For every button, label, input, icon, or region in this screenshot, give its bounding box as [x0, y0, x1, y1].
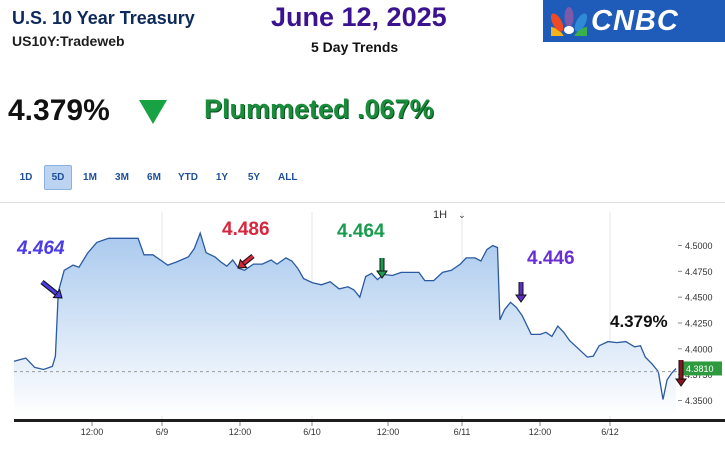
x-tick-label: 6/12: [601, 427, 619, 437]
cnbc-logo: CNBC: [543, 0, 725, 42]
x-tick-label: 12:00: [81, 427, 104, 437]
arrow-icon: [376, 258, 388, 279]
x-tick-label: 6/11: [454, 427, 471, 437]
current-yield: 4.379%: [8, 94, 110, 127]
interval-label: 1H: [433, 209, 448, 221]
y-tick-label: 4.4000: [685, 344, 713, 354]
annotation-label: 4.464: [17, 238, 65, 259]
range-button-5d[interactable]: 5D: [44, 165, 72, 190]
down-triangle-icon: [139, 100, 167, 124]
chevron-down-icon: ⌄: [458, 210, 466, 220]
series-line: [13, 231, 677, 400]
range-selector: 1D 5D 1M 3M 6M YTD 1Y 5Y ALL: [12, 165, 303, 190]
range-button-1d[interactable]: 1D: [19, 172, 33, 183]
chart-title: U.S. 10 Year Treasury: [12, 8, 195, 28]
x-tick-label: 6/9: [156, 427, 169, 437]
range-button-ytd[interactable]: YTD: [178, 172, 198, 183]
x-tick-label: 12:00: [377, 427, 400, 437]
range-button-1m[interactable]: 1M: [83, 172, 97, 183]
interval-dropdown[interactable]: 1H ⌄: [433, 209, 466, 221]
arrow-icon: [515, 282, 527, 303]
date-heading: June 12, 2025: [271, 2, 447, 32]
y-tick-label: 4.4500: [685, 293, 713, 303]
range-button-3m[interactable]: 3M: [115, 172, 129, 183]
change-text: Plummeted .067%: [204, 94, 434, 124]
range-button-5y[interactable]: 5Y: [247, 172, 261, 183]
annotation-label: 4.464: [337, 221, 385, 242]
y-tick-label: 4.4250: [685, 319, 713, 329]
arrow-icon: [40, 280, 63, 299]
arrow-icon: [237, 254, 255, 269]
subheading: 5 Day Trends: [311, 39, 399, 55]
x-tick-label: 12:00: [229, 427, 252, 437]
peacock-icon: [551, 7, 587, 36]
logo-wordmark: CNBC: [591, 4, 679, 37]
x-axis-line: [14, 419, 725, 422]
annotation-label: 4.486: [222, 219, 270, 240]
x-tick-label: 6/10: [303, 427, 321, 437]
yield-chart: 4.50004.47504.45004.42504.40004.37504.35…: [13, 212, 725, 437]
range-button-all[interactable]: ALL: [278, 172, 298, 183]
last-price-label: 4.3810: [686, 364, 714, 374]
divider: [0, 202, 725, 203]
last-price-tag: [682, 361, 722, 376]
arrow-icon: [675, 360, 687, 387]
range-button-1y[interactable]: 1Y: [215, 172, 229, 183]
y-tick-label: 4.4750: [685, 267, 713, 277]
y-tick-label: 4.5000: [685, 241, 713, 251]
annotation-label: 4.446: [527, 248, 575, 269]
annotation-label: 4.379%: [610, 312, 668, 331]
y-tick-label: 4.3500: [685, 396, 713, 406]
range-button-6m[interactable]: 6M: [147, 172, 161, 183]
x-tick-label: 12:00: [529, 427, 552, 437]
series-area: [14, 233, 676, 416]
ticker-symbol: US10Y:Tradeweb: [12, 33, 125, 49]
